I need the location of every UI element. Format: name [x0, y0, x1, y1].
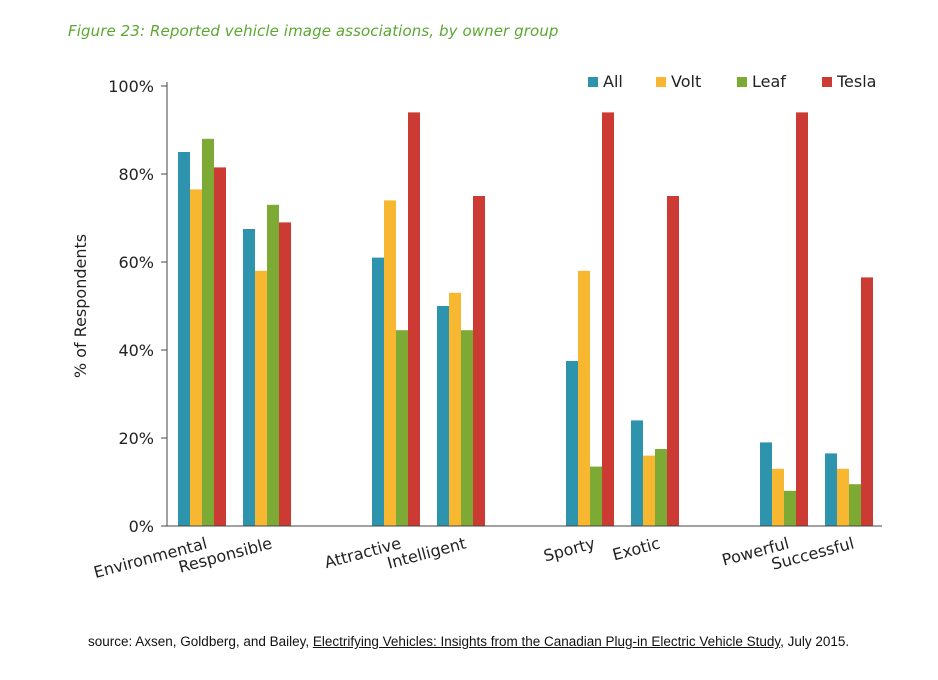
- y-tick-label: 20%: [118, 429, 154, 448]
- bar-all-environmental: [178, 152, 190, 526]
- bar-tesla-environmental: [214, 167, 226, 526]
- bar-leaf-successful: [849, 484, 861, 526]
- figure-title: Figure 23: Reported vehicle image associ…: [68, 22, 559, 40]
- source-citation: source: Axsen, Goldberg, and Bailey, Ele…: [88, 634, 849, 649]
- y-tick-label: 60%: [118, 253, 154, 272]
- bar-all-responsible: [243, 229, 255, 526]
- legend-label: All: [603, 72, 623, 91]
- bar-volt-exotic: [643, 455, 655, 526]
- y-tick-label: 40%: [118, 341, 154, 360]
- bar-all-intelligent: [437, 306, 449, 526]
- legend-label: Tesla: [837, 72, 877, 91]
- y-axis-label: % of Respondents: [71, 234, 90, 378]
- y-tick-label: 100%: [108, 77, 154, 96]
- bar-tesla-attractive: [408, 112, 420, 527]
- legend-label: Volt: [671, 72, 702, 91]
- bar-leaf-powerful: [784, 490, 796, 526]
- bar-volt-responsible: [255, 270, 267, 526]
- source-title-link[interactable]: Electrifying Vehicles: Insights from the…: [312, 634, 781, 649]
- bar-tesla-powerful: [796, 112, 808, 527]
- bar-tesla-responsible: [279, 222, 291, 526]
- bar-leaf-sporty: [590, 466, 602, 526]
- bar-leaf-responsible: [267, 204, 279, 527]
- bar-volt-attractive: [384, 200, 396, 526]
- bar-leaf-exotic: [655, 449, 667, 526]
- bar-volt-environmental: [190, 189, 202, 526]
- x-category-label: Sporty: [541, 534, 597, 566]
- legend-label: Leaf: [752, 72, 786, 91]
- bar-leaf-intelligent: [461, 330, 473, 526]
- bar-all-exotic: [631, 420, 643, 526]
- bar-tesla-sporty: [602, 112, 614, 527]
- bar-volt-intelligent: [449, 292, 461, 526]
- legend-swatch: [822, 76, 832, 87]
- source-prefix: source: Axsen, Goldberg, and Bailey,: [88, 634, 313, 649]
- bar-leaf-environmental: [202, 138, 214, 527]
- bar-all-successful: [825, 453, 837, 526]
- legend-item-volt: Volt: [656, 72, 701, 91]
- bar-tesla-exotic: [667, 196, 679, 526]
- legend-swatch: [656, 76, 666, 87]
- bar-volt-successful: [837, 468, 849, 526]
- legend-swatch: [588, 76, 598, 87]
- bar-tesla-intelligent: [473, 196, 485, 526]
- legend-item-tesla: Tesla: [822, 72, 876, 91]
- y-tick-label: 80%: [118, 165, 154, 184]
- x-category-label: Exotic: [610, 534, 662, 565]
- chart-legend: All Volt Leaf Tesla: [0, 72, 938, 96]
- legend-item-leaf: Leaf: [737, 72, 786, 91]
- bar-volt-powerful: [772, 468, 784, 526]
- bar-all-sporty: [566, 361, 578, 526]
- bar-volt-sporty: [578, 270, 590, 526]
- bar-all-powerful: [760, 442, 772, 526]
- legend-swatch: [737, 76, 747, 87]
- bar-leaf-attractive: [396, 330, 408, 526]
- source-suffix: , July 2015.: [780, 634, 850, 649]
- bar-tesla-successful: [861, 277, 873, 526]
- bar-all-attractive: [372, 257, 384, 526]
- y-tick-label: 0%: [129, 517, 154, 536]
- legend-item-all: All: [588, 72, 623, 91]
